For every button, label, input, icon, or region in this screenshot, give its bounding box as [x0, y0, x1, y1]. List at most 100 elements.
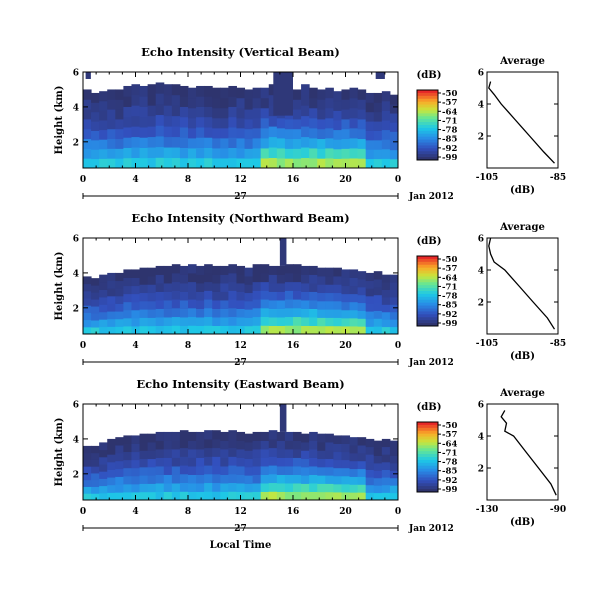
heatmap-cell	[188, 307, 197, 318]
heatmap-cell	[131, 443, 141, 453]
heatmap-cell	[131, 435, 141, 444]
heatmap-cell	[83, 118, 92, 130]
heatmap-cell	[252, 290, 262, 300]
heatmap-cell	[341, 293, 351, 303]
heatmap-cell	[317, 128, 326, 140]
chart-title: Echo Intensity (Eastward Beam)	[136, 377, 344, 391]
average-frame	[486, 71, 559, 169]
heatmap-cell	[155, 299, 165, 309]
heatmap-cell	[357, 310, 367, 319]
heatmap-cell	[293, 99, 302, 110]
colorbar-frame	[416, 421, 439, 493]
heatmap-cell	[147, 284, 157, 294]
heatmap-cell	[236, 117, 246, 129]
heatmap-cell	[293, 299, 302, 309]
heatmap-cell	[212, 127, 221, 139]
heatmap-cell	[139, 147, 149, 159]
heatmap-cell	[91, 306, 100, 314]
heatmap-cell	[373, 92, 383, 103]
heatmap-cell	[196, 265, 205, 275]
heatmap-cell	[317, 99, 326, 110]
heatmap-cell	[276, 157, 286, 169]
heatmap-cell	[212, 299, 221, 309]
heatmap-cell	[381, 148, 391, 159]
heatmap-cell	[212, 491, 221, 501]
heatmap-cell	[83, 138, 92, 149]
heatmap-cell	[252, 281, 262, 291]
heatmap-cell	[341, 118, 351, 130]
heatmap-cell	[228, 126, 237, 138]
heatmap-cell	[236, 465, 246, 475]
colorbar-segment	[417, 107, 438, 111]
average-y-tick-label: 2	[478, 133, 484, 143]
heatmap-cell	[107, 99, 116, 110]
heatmap-cell	[107, 118, 116, 130]
heatmap-cell	[389, 282, 399, 290]
heatmap-cell	[236, 107, 246, 119]
heatmap-cell	[260, 281, 270, 291]
heatmap-cell	[204, 465, 213, 475]
heatmap-cell	[260, 299, 270, 309]
heatmap-cell	[365, 280, 375, 289]
heatmap-cell	[268, 94, 278, 106]
heatmap-cell	[244, 491, 254, 501]
heatmap-cell	[163, 465, 173, 475]
heatmap-cell	[260, 474, 270, 484]
heatmap-cell	[317, 109, 326, 120]
heatmap-cell	[357, 437, 367, 446]
heatmap-cell	[91, 452, 100, 460]
colorbar-segment	[417, 454, 438, 458]
colorbar-label: -92	[442, 310, 457, 320]
heatmap-cell	[357, 118, 367, 130]
heatmap-cell	[252, 307, 262, 318]
heatmap-cell	[373, 294, 383, 304]
heatmap-cell	[309, 325, 318, 335]
heatmap-cell	[163, 491, 173, 501]
colorbar-segment	[417, 288, 438, 292]
heatmap-cell	[99, 464, 108, 472]
heatmap-cell	[268, 105, 278, 117]
heatmap-cell	[107, 303, 116, 312]
heatmap-cell	[293, 457, 302, 467]
heatmap-cell	[196, 308, 205, 318]
heatmap-cell	[373, 279, 383, 288]
heatmap-cell	[91, 111, 100, 122]
heatmap-cell	[179, 265, 189, 275]
heatmap-cell	[99, 471, 108, 479]
heatmap-cell	[204, 299, 213, 309]
heatmap-cell	[163, 482, 173, 492]
heatmap-cell	[212, 447, 221, 457]
heatmap-cell	[188, 316, 197, 326]
heatmap-cell	[357, 326, 367, 335]
heatmap-cell	[147, 115, 157, 127]
heatmap-cell	[228, 482, 237, 492]
heatmap-cell	[381, 120, 391, 131]
heatmap-cell	[252, 137, 262, 149]
heatmap-cell	[147, 325, 157, 335]
heatmap-cell	[349, 277, 359, 287]
colorbar-segment	[417, 98, 438, 103]
heatmap-cell	[284, 264, 294, 274]
heatmap-cell	[220, 274, 229, 284]
heatmap-cell	[325, 466, 334, 476]
heatmap-cell	[357, 452, 367, 462]
panel-0: Echo Intensity (Vertical Beam) Height (km…	[54, 45, 566, 202]
heatmap-cell	[155, 265, 165, 275]
colorbar-segment	[417, 302, 438, 307]
heatmap-cell	[171, 264, 181, 274]
heatmap-cell	[301, 483, 310, 493]
y-tick-label: 2	[73, 304, 79, 314]
x-tick-label: 12	[234, 175, 247, 185]
heatmap-cell	[333, 292, 342, 302]
heatmap-cell	[309, 299, 318, 309]
colorbar-label: -92	[442, 144, 457, 154]
heatmap-cell	[139, 491, 149, 501]
heatmap-cell	[276, 291, 286, 301]
heatmap-cell	[309, 465, 318, 475]
heatmap-cell	[365, 326, 375, 335]
heatmap-cell	[276, 491, 286, 501]
heatmap-cell	[293, 491, 302, 501]
colorbar-label: -71	[442, 116, 457, 126]
heatmap-cell	[317, 148, 326, 159]
heatmap-cell	[179, 137, 189, 148]
